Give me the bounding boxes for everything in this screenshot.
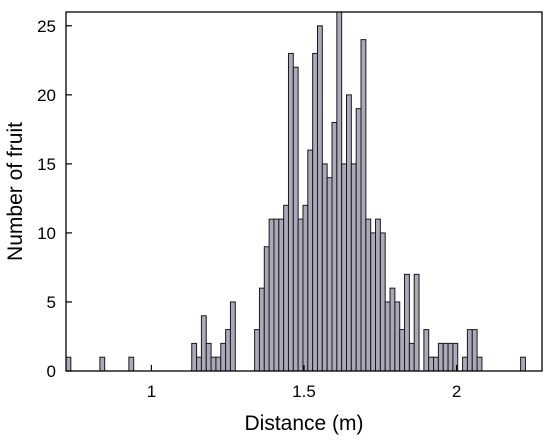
histogram-bar (229, 301, 236, 372)
histogram-bar (326, 177, 333, 372)
histogram-bar (302, 204, 309, 372)
histogram-bar (292, 66, 299, 372)
histogram-bar (307, 149, 314, 372)
histogram-bar (433, 356, 439, 372)
y-tick-label: 0 (47, 362, 56, 381)
histogram-bar (191, 342, 198, 372)
histogram-bar (254, 329, 260, 372)
histogram-bar (258, 287, 265, 372)
histogram-bar (268, 218, 275, 372)
x-tick-label: 1 (147, 382, 156, 401)
histogram-bar (350, 163, 357, 372)
histogram-bar (210, 356, 217, 372)
histogram-bar (312, 52, 318, 372)
histogram-bar (346, 94, 352, 372)
histogram-bar (476, 356, 483, 372)
histogram-bar (220, 342, 227, 372)
histogram-bar (389, 287, 396, 372)
histogram-bar (278, 218, 285, 372)
y-tick-label: 20 (37, 86, 56, 105)
histogram-bar (215, 356, 222, 372)
histogram-bar (297, 218, 304, 372)
histogram-bar (413, 273, 420, 372)
histogram-bar (442, 342, 449, 372)
histogram-bar (462, 356, 468, 372)
histogram-bar (471, 329, 478, 372)
histogram-bar (225, 329, 231, 372)
histogram-bar (437, 342, 444, 372)
y-tick-label: 15 (37, 155, 56, 174)
histogram-bar (394, 301, 401, 372)
histogram-bar (360, 39, 367, 372)
x-tick-label: 1.5 (292, 382, 316, 401)
histogram-bar (447, 342, 454, 372)
histogram-bars (65, 11, 526, 372)
histogram-bar (466, 329, 473, 372)
y-tick-label: 25 (37, 17, 56, 36)
histogram-bar (365, 218, 372, 372)
histogram-bar (408, 342, 415, 372)
histogram-bar (384, 301, 391, 372)
y-tick-label: 10 (37, 224, 56, 243)
histogram-bar (128, 356, 135, 372)
histogram-bar (520, 356, 526, 372)
histogram-bar (273, 218, 280, 372)
x-axis-label: Distance (m) (244, 412, 363, 435)
histogram-bar (404, 273, 410, 372)
histogram-bar (205, 342, 212, 372)
histogram-bar (263, 246, 270, 372)
histogram-bar (283, 204, 289, 372)
histogram-bar (375, 218, 381, 372)
x-tick-label: 2 (452, 382, 461, 401)
histogram-bar (316, 25, 323, 372)
plot-frame (65, 11, 543, 372)
histogram-bar (196, 356, 202, 372)
histogram-bar (200, 315, 207, 372)
histogram-bar (99, 356, 106, 372)
histogram-bar (428, 356, 435, 372)
histogram-bar (399, 329, 406, 372)
histogram-bar (321, 163, 328, 372)
histogram-bar (355, 108, 362, 372)
histogram-bar (336, 11, 343, 372)
histogram-bar (370, 232, 377, 372)
histogram-bar (379, 232, 386, 372)
histogram-bar (65, 356, 72, 372)
y-axis-label: Number of fruit (4, 122, 27, 261)
y-tick-label: 5 (47, 293, 56, 312)
histogram-bar (423, 329, 430, 372)
histogram-bar (287, 52, 294, 372)
histogram-bar (341, 163, 348, 372)
histogram-bar (331, 121, 338, 372)
